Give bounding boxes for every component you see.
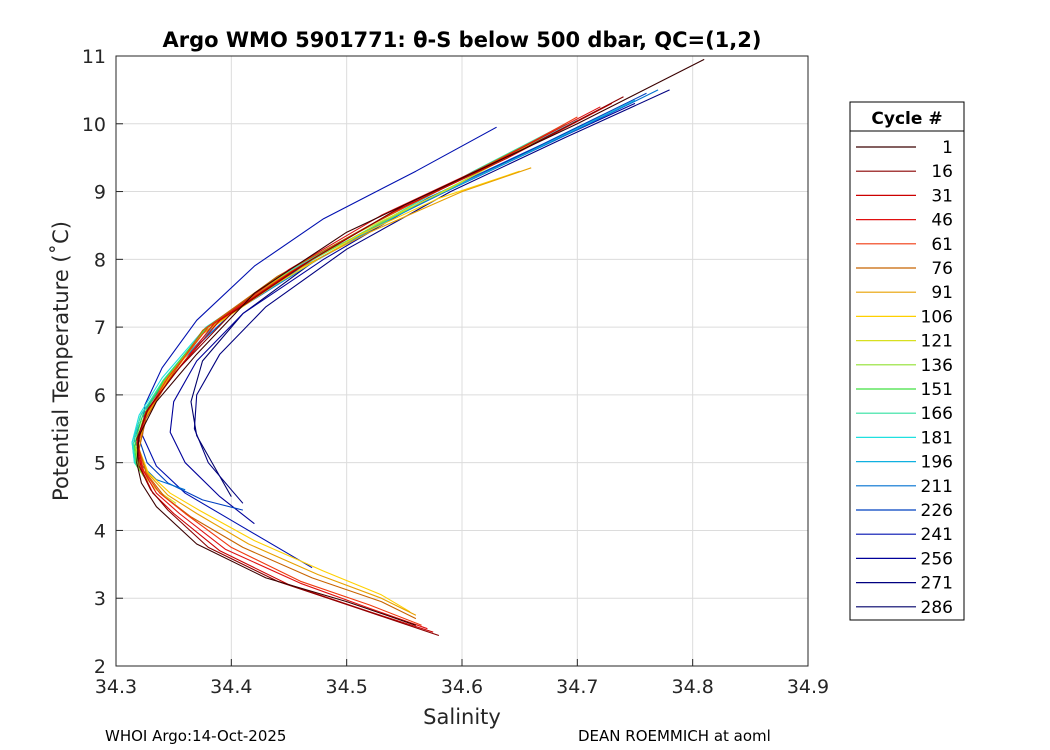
- footer-credit: DEAN ROEMMICH at aoml: [578, 727, 771, 745]
- legend-label-286: 286: [921, 598, 953, 618]
- legend-label-136: 136: [921, 356, 953, 376]
- y-tick-label: 6: [94, 385, 106, 407]
- series-layer: [131, 58, 705, 637]
- y-tick-label: 7: [94, 317, 106, 339]
- y-tick-label: 3: [94, 588, 106, 610]
- y-tick-label: 8: [94, 249, 106, 271]
- legend-label-76: 76: [931, 259, 953, 279]
- legend-label-211: 211: [921, 477, 953, 497]
- legend: Cycle # 11631466176911061211361511661811…: [849, 101, 965, 621]
- legend-entries: 1 16 31 46 61 76 91 106 121 136 151 166 181 196 211 226…: [856, 138, 953, 618]
- legend-label-61: 61: [931, 235, 953, 255]
- legend-label-166: 166: [921, 404, 953, 424]
- x-tick-label: 34.3: [95, 676, 137, 698]
- legend-label-226: 226: [921, 501, 953, 521]
- legend-title: Cycle #: [871, 109, 942, 129]
- x-tick-label: 34.4: [210, 676, 252, 698]
- legend-label-16: 16: [931, 162, 953, 182]
- y-tick-label: 4: [94, 520, 106, 542]
- y-axis-ticks: 2 3 4 5 6 7 8 9 10 11: [82, 46, 123, 678]
- x-tick-label: 34.8: [672, 676, 714, 698]
- profile-line-cycle-271: [193, 89, 670, 504]
- footer-date: WHOI Argo:14-Oct-2025: [105, 727, 286, 745]
- legend-label-31: 31: [931, 186, 953, 206]
- legend-label-196: 196: [921, 453, 953, 473]
- legend-label-1: 1: [942, 138, 953, 158]
- legend-label-151: 151: [921, 380, 953, 400]
- legend-label-106: 106: [921, 307, 953, 327]
- y-tick-label: 10: [82, 114, 106, 136]
- y-tick-label: 9: [94, 182, 106, 204]
- chart-title: Argo WMO 5901771: θ-S below 500 dbar, QC…: [163, 28, 762, 52]
- y-axis-label: Potential Temperature (˚C): [49, 221, 73, 501]
- profile-line-cycle-46: [137, 106, 601, 630]
- x-axis-ticks: 34.3 34.4 34.5 34.6 34.7 34.8 34.9: [95, 659, 829, 698]
- x-tick-label: 34.5: [326, 676, 368, 698]
- legend-label-271: 271: [921, 574, 953, 594]
- y-tick-label: 11: [82, 46, 106, 68]
- legend-label-241: 241: [921, 525, 953, 545]
- profile-line-cycle-16: [136, 96, 624, 637]
- profile-line-cycle-241: [141, 126, 497, 569]
- legend-label-91: 91: [931, 283, 953, 303]
- legend-label-256: 256: [921, 549, 953, 569]
- legend-label-181: 181: [921, 428, 953, 448]
- x-tick-label: 34.9: [787, 676, 829, 698]
- legend-label-121: 121: [921, 332, 953, 352]
- x-tick-label: 34.7: [556, 676, 598, 698]
- profile-line-cycle-1: [136, 58, 705, 626]
- legend-label-46: 46: [931, 211, 953, 231]
- y-tick-label: 5: [94, 453, 106, 475]
- x-axis-label: Salinity: [423, 705, 501, 729]
- x-tick-label: 34.6: [441, 676, 483, 698]
- y-tick-label: 2: [94, 656, 106, 678]
